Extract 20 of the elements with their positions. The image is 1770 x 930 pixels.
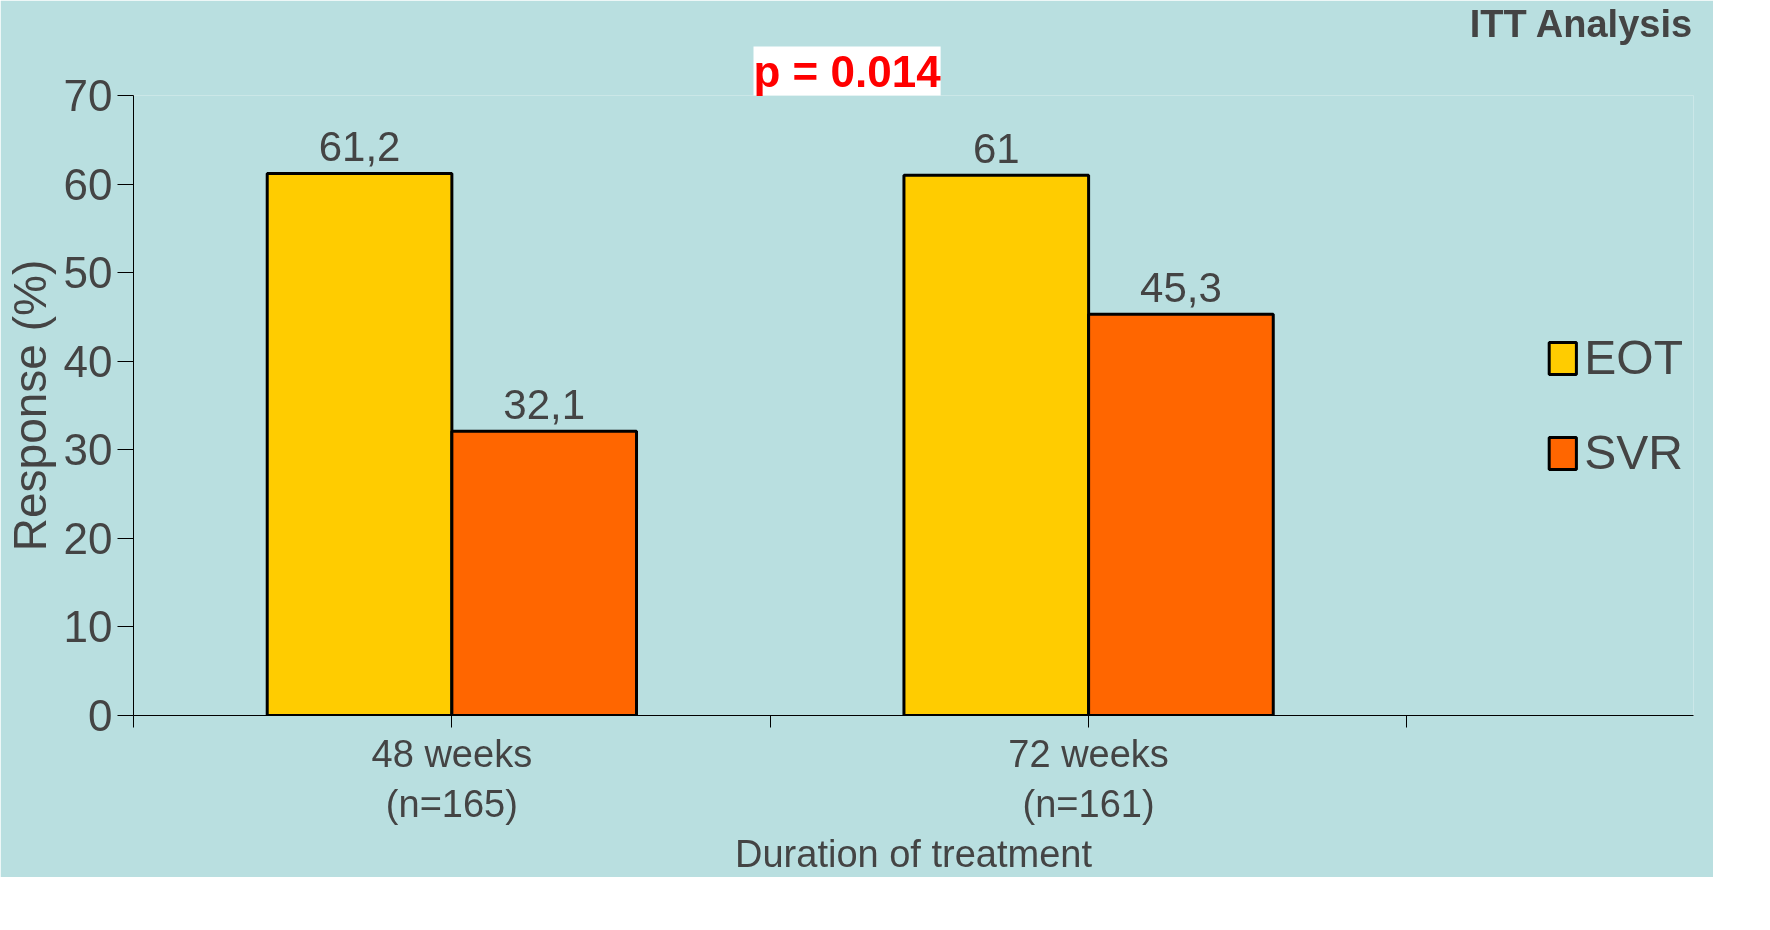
y-tick-label: 20 [63, 513, 113, 563]
text: p = 0.014 [753, 46, 942, 96]
y-axis-title: Response (%) [3, 259, 56, 552]
legend-label: SVR [1584, 425, 1683, 480]
legend-label: EOT [1584, 330, 1683, 385]
y-tick-label: 30 [63, 425, 113, 475]
data-label: 61,2 [318, 123, 401, 171]
x-tick-label: 72 weeks (n=161) [1008, 732, 1169, 825]
y-tick-label: 10 [63, 602, 113, 652]
data-label: 32,1 [503, 381, 586, 429]
x-axis-title: Duration of treatment [735, 832, 1093, 875]
data-label: 61 [972, 125, 1020, 173]
y-tick-label: 70 [63, 71, 113, 120]
data-label: 45,3 [1140, 264, 1222, 312]
text: ITT Analysis [1469, 2, 1693, 45]
x-tick-label: 48 weeks (n=165) [371, 732, 533, 825]
y-tick-label: 50 [63, 248, 113, 298]
y-tick-label: 60 [63, 159, 113, 209]
y-tick-label: 40 [63, 336, 113, 386]
y-tick-label: 0 [88, 691, 113, 740]
